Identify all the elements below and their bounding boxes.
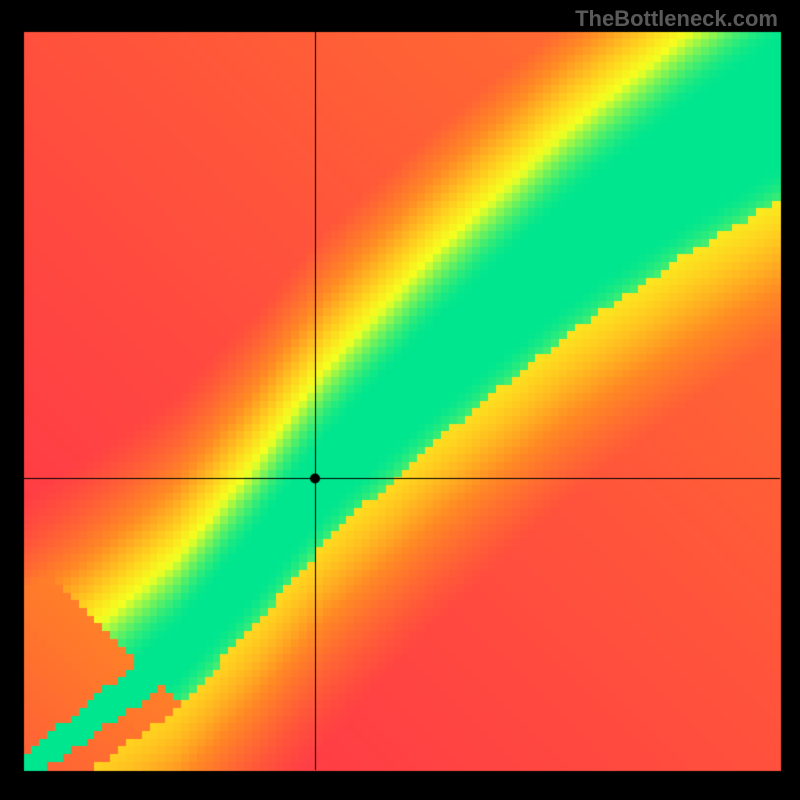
bottleneck-heatmap	[0, 0, 800, 800]
chart-container: { "canvas": { "width": 800, "height": 80…	[0, 0, 800, 800]
watermark-text: TheBottleneck.com	[575, 6, 778, 32]
